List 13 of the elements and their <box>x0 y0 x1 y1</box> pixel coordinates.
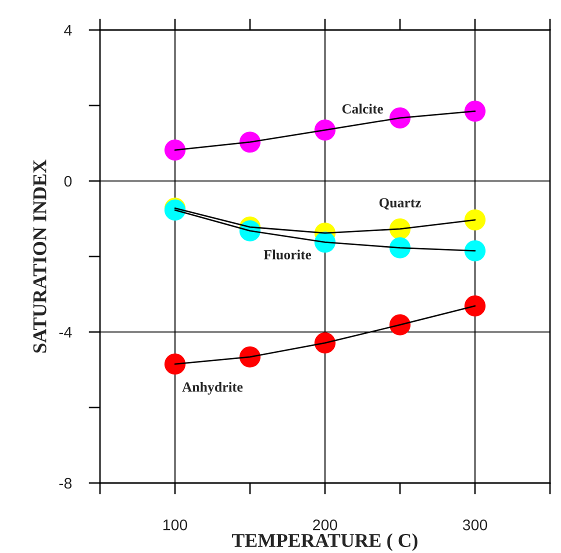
x-tick-label: 300 <box>462 520 488 530</box>
series-label: Quartz <box>379 198 421 210</box>
series-label: Anhydrite <box>182 382 243 395</box>
y-tick-label: 0 <box>64 176 72 187</box>
y-tick-label: -8 <box>59 478 72 489</box>
y-axis-title: SATURATION INDEX <box>33 160 46 353</box>
y-tick-label: -4 <box>59 327 72 338</box>
x-tick-label: 200 <box>313 520 338 530</box>
y-tick-label: 4 <box>64 25 72 36</box>
x-axis-title: TEMPERATURE ( C) <box>232 533 418 551</box>
series-label: Fluorite <box>264 250 312 260</box>
x-tick-label: 100 <box>163 520 188 530</box>
series-label: Calcite <box>342 104 383 114</box>
